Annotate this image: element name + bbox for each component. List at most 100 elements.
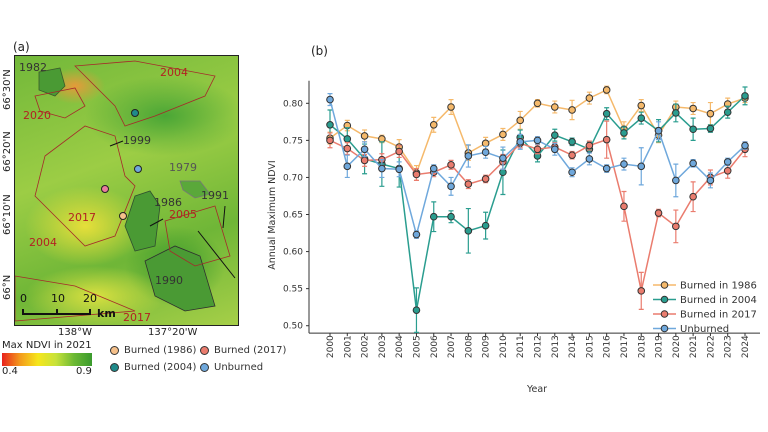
data-point [533,145,542,154]
data-point [689,192,697,201]
site-unburned [134,165,142,173]
series-line [329,95,746,311]
y-tick-label: 0.65 [283,211,303,221]
x-tick-label: 2014 [568,335,578,358]
data-point [568,168,576,177]
data-point [602,86,611,94]
data-point [395,147,403,156]
fire-label: 1979 [169,161,197,174]
data-point [723,108,732,116]
colorbar [2,353,92,366]
data-point [654,126,663,135]
data-point [447,212,455,221]
fire-label: 2004 [29,236,57,249]
data-point [568,138,576,146]
x-tick-label: 2009 [482,335,492,358]
fire-label: 1982 [19,61,47,74]
data-point [533,136,542,145]
data-point [672,109,680,117]
x-tick-label: 2018 [637,335,647,358]
perimeter-2004-south [15,275,136,322]
x-tick-label: 2024 [741,335,751,358]
data-point [326,136,334,145]
data-point [464,180,473,188]
data-point [481,148,490,157]
data-point [360,156,369,165]
y-tick-label: 0.55 [283,285,303,295]
legend-label: Burned (1986) [124,345,197,356]
y-tick-label: 0.80 [283,99,303,109]
data-point [429,212,438,221]
legend-label: Burned (2017) [214,345,287,356]
data-point [378,164,386,173]
data-point [464,227,473,235]
x-tick-label: 2016 [603,335,613,358]
map-panel-label: (a) [13,40,30,54]
colorbar-max: 0.9 [76,366,92,377]
legend-dot-icon [200,346,209,355]
data-point [360,132,369,140]
data-point [429,121,438,129]
data-point [672,176,680,185]
data-point [602,135,611,144]
site-burned-2004 [131,109,139,117]
data-point [706,109,715,118]
data-point [550,103,559,111]
x-axis-title: Year [526,384,547,395]
x-tick-label: 2010 [499,335,509,358]
legend-marker [660,310,669,318]
colorbar-title: Max NDVI in 2021 [2,340,92,351]
data-point [689,159,697,168]
data-point [481,139,490,148]
x-tick-label: 2004 [395,335,405,358]
legend-dot-icon [110,346,119,355]
legend-label: Burned in 2017 [680,310,757,321]
data-point [741,92,749,100]
fire-label: 2004 [160,66,188,79]
legend-label: Burned in 2004 [680,295,757,306]
fire-label: 2017 [68,211,96,224]
y-tick-label: 0.75 [283,136,303,146]
data-point [429,164,438,173]
lon-label: 137°20'W [148,327,198,338]
perimeter-2004-north [74,60,216,127]
chart-legend: Burned in 1986 Burned in 2004 Burned in 20… [653,281,757,335]
x-tick-label: 2008 [464,335,474,358]
lon-label: 138°W [58,327,92,338]
data-point [516,116,525,125]
perimeter-1979 [179,180,211,199]
x-tick-label: 2023 [724,335,734,358]
perimeter-1990 [144,245,216,312]
leader-1991 [222,205,226,229]
axes: 0.50 0.55 0.60 0.65 0.70 0.75 0.80 2000 2001 2002… [283,80,760,358]
perimeter-1986 [124,190,161,252]
x-tick-label: 2006 [430,335,440,358]
series-unburned [326,93,749,239]
data-point [585,94,594,102]
series-group [326,85,749,333]
fire-label: 1990 [155,274,183,287]
data-point [447,182,455,191]
x-tick-label: 2020 [672,335,682,358]
leader-1999 [109,140,124,147]
data-point [620,202,628,211]
fire-label: 2017 [123,311,151,324]
x-tick-label: 2013 [551,335,561,358]
data-point [343,135,352,143]
y-axis-title: Annual Maximum NDVI [267,160,278,269]
data-point [343,144,352,153]
data-point [550,145,559,154]
data-point [378,135,386,143]
x-tick-label: 2017 [620,335,630,358]
data-point [741,141,749,150]
data-point [516,138,525,146]
data-point [706,176,715,185]
perimeter-2005 [164,205,231,267]
legend-label: Burned (2004) [124,362,197,373]
map-legend-item: Unburned [200,362,263,373]
scale-bar-tick: 20 [83,292,97,305]
data-point [689,104,697,113]
perimeter-2017 [34,125,136,247]
data-point [602,164,611,173]
site-burned-1986 [119,212,127,220]
